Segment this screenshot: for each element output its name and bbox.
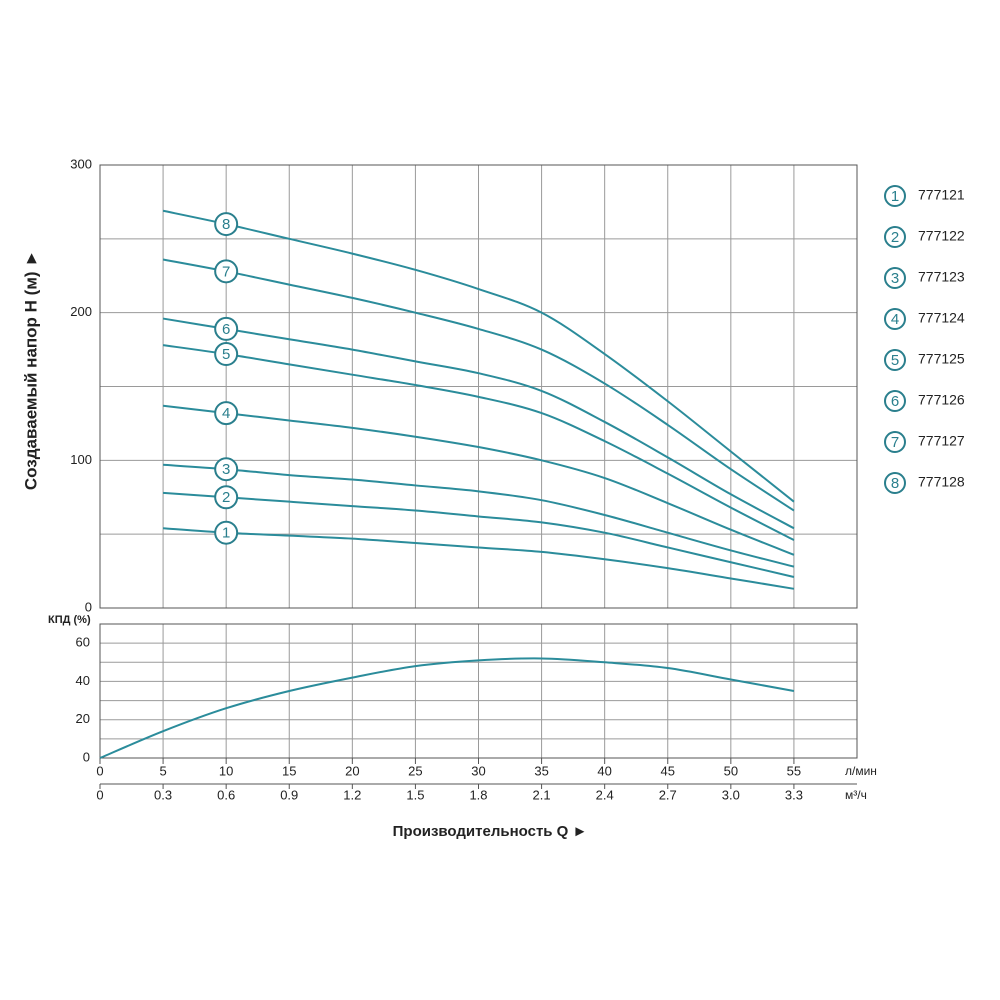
curve-marker-label: 6: [222, 321, 230, 338]
legend-marker-label: 1: [891, 188, 899, 205]
legend-marker: [884, 185, 906, 207]
y-tick-label: 300: [70, 156, 92, 171]
plot-frame: [99, 164, 858, 609]
y-axis-title: Создаваемый напор H (м) ►: [21, 250, 40, 490]
legend-label: 777127: [918, 433, 965, 449]
x2-tick-label: 2.7: [659, 787, 677, 802]
legend-label: 777123: [918, 269, 965, 285]
x-tick-label: 0: [96, 763, 103, 778]
curve-marker: [214, 342, 239, 367]
curve: [162, 404, 795, 556]
curve-marker-label: 1: [222, 525, 230, 542]
x-tick-label: 10: [219, 763, 233, 778]
legend-marker-label: 7: [891, 434, 899, 451]
x-tick-label: 15: [282, 763, 296, 778]
legend-label: 777126: [918, 392, 965, 408]
curve-marker: [214, 401, 239, 426]
curve: [162, 317, 795, 530]
curve-marker: [214, 259, 239, 284]
legend-marker: [884, 390, 906, 412]
curve: [163, 527, 795, 590]
x-tick-label: 50: [724, 763, 738, 778]
x2-tick-label: 2.1: [533, 787, 551, 802]
curve-marker-label: 5: [222, 346, 230, 363]
legend-marker-label: 4: [891, 311, 899, 328]
curve-marker: [214, 316, 239, 341]
curve-marker-label: 4: [222, 405, 230, 422]
legend-marker-label: 6: [891, 393, 899, 410]
y-tick-label: 200: [70, 304, 92, 319]
x2-tick-label: 1.5: [406, 787, 424, 802]
x2-tick-label: 0.9: [280, 787, 298, 802]
y-tick-label: 0: [83, 749, 90, 764]
curve: [163, 463, 795, 568]
x-unit: л/мин: [845, 764, 877, 778]
x-tick-label: 20: [345, 763, 359, 778]
legend-label: 777124: [918, 310, 965, 326]
legend-marker-label: 2: [891, 229, 899, 246]
x2-tick-label: 3.0: [722, 787, 740, 802]
x-tick-label: 55: [787, 763, 801, 778]
legend-marker-label: 3: [891, 270, 899, 287]
x2-tick-label: 0: [96, 787, 103, 802]
legend-label: 777128: [918, 474, 965, 490]
curve: [162, 258, 795, 512]
x2-unit: м³/ч: [845, 788, 867, 802]
curve: [163, 491, 795, 578]
x2-tick-label: 0.6: [217, 787, 235, 802]
x2-tick-label: 2.4: [596, 787, 614, 802]
legend-label: 777121: [918, 187, 965, 203]
x-tick-label: 35: [534, 763, 548, 778]
curve-marker: [214, 520, 239, 545]
curve: [162, 344, 795, 541]
legend-marker: [884, 308, 906, 330]
y-tick-label: 20: [76, 711, 90, 726]
legend-marker-label: 8: [891, 475, 899, 492]
y-tick-label: 60: [76, 635, 90, 650]
x2-tick-label: 1.2: [343, 787, 361, 802]
legend-marker: [884, 472, 906, 494]
curve-marker-label: 3: [222, 461, 230, 478]
x-tick-label: 45: [661, 763, 675, 778]
x2-tick-label: 1.8: [469, 787, 487, 802]
legend-marker: [884, 349, 906, 371]
x2-tick-label: 3.3: [785, 787, 803, 802]
y-axis-title: КПД (%): [48, 614, 91, 626]
curve: [162, 209, 795, 503]
y-tick-label: 0: [85, 599, 92, 614]
legend-label: 777122: [918, 228, 965, 244]
x-axis-title: Производительность Q ►: [393, 823, 588, 840]
curve-marker: [214, 212, 239, 237]
curve: [99, 657, 795, 759]
legend-marker: [884, 431, 906, 453]
x-tick-label: 30: [471, 763, 485, 778]
x-tick-label: 5: [159, 763, 166, 778]
curve-marker-label: 2: [222, 489, 230, 506]
legend-marker: [884, 226, 906, 248]
x-tick-label: 40: [597, 763, 611, 778]
curve-marker: [214, 457, 239, 482]
legend-marker-label: 5: [891, 352, 899, 369]
legend-label: 777125: [918, 351, 965, 367]
x-tick-label: 25: [408, 763, 422, 778]
curve-marker-label: 8: [222, 216, 230, 233]
y-tick-label: 100: [70, 452, 92, 467]
y-tick-label: 40: [76, 673, 90, 688]
legend-marker: [884, 267, 906, 289]
curve-marker: [214, 485, 239, 510]
curve-marker-label: 7: [222, 263, 230, 280]
x2-tick-label: 0.3: [154, 787, 172, 802]
